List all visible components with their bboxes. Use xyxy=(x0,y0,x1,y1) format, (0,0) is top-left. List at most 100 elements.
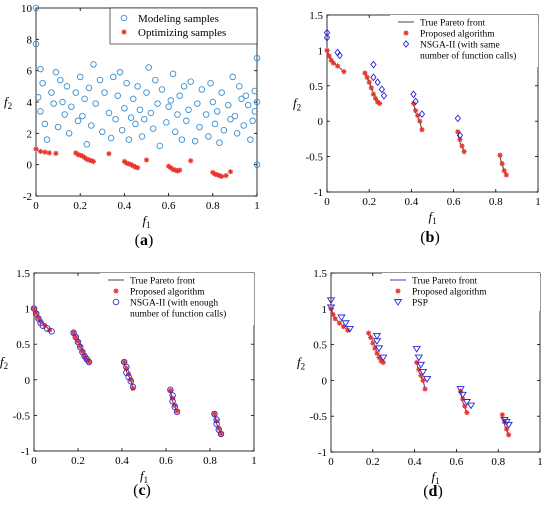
star-stroke xyxy=(210,170,216,175)
legend-box xyxy=(109,7,258,45)
panel-label: (b) xyxy=(420,229,440,246)
data-point-circle xyxy=(205,133,212,140)
data-point-triangle-down xyxy=(326,304,336,312)
data-point-star xyxy=(501,168,507,174)
star-stroke xyxy=(374,350,380,356)
data-point-star xyxy=(464,410,470,416)
star-stroke xyxy=(42,149,48,155)
y-axis-label-sub: 2 xyxy=(8,101,13,111)
data-point-diamond xyxy=(374,78,381,87)
legend-label: Proposed algorithm xyxy=(412,288,487,298)
star-stroke xyxy=(33,146,39,152)
data-point-triangle-down xyxy=(456,386,465,393)
panel-label-letter: b xyxy=(426,229,435,246)
data-point-circle xyxy=(149,125,157,132)
star-stroke xyxy=(75,152,81,157)
star-stroke xyxy=(218,431,224,437)
star-stroke xyxy=(403,30,409,36)
star-stroke xyxy=(506,432,511,438)
star-stroke xyxy=(413,108,418,113)
data-point-circle xyxy=(39,79,46,87)
data-point-circle xyxy=(143,89,150,96)
data-point-circle xyxy=(92,100,99,107)
panel-label-paren: ( xyxy=(135,232,140,249)
y-tick-label: -1 xyxy=(318,447,327,459)
data-point-star xyxy=(461,149,467,155)
data-point-circle xyxy=(169,397,176,405)
series-star xyxy=(31,306,224,437)
x-tick-label: 0.6 xyxy=(447,196,461,208)
data-point-star xyxy=(413,107,419,114)
star-stroke xyxy=(168,388,173,393)
y-tick-label: -0.5 xyxy=(310,411,328,423)
data-point-circle xyxy=(213,108,221,115)
data-point-triangle-down xyxy=(422,376,432,383)
data-point-diamond xyxy=(378,85,385,94)
series-line xyxy=(330,308,510,435)
data-point-circle xyxy=(90,61,97,68)
star-stroke xyxy=(335,63,340,69)
data-point-star xyxy=(499,161,505,167)
star-stroke xyxy=(33,310,39,316)
star-stroke xyxy=(135,165,140,171)
star-stroke xyxy=(497,152,503,158)
series-triangle-down xyxy=(326,297,513,429)
star-stroke xyxy=(366,79,372,85)
x-tick-label: 0 xyxy=(328,456,334,468)
y-tick-label: 1.5 xyxy=(309,10,323,22)
data-point-star xyxy=(366,330,372,336)
data-point-star xyxy=(506,432,512,438)
data-point-triangle-down xyxy=(337,314,346,322)
data-point-circle xyxy=(54,123,62,131)
y-tick-label: 1.5 xyxy=(16,268,30,280)
y-tick-label: 0 xyxy=(322,375,328,387)
data-point-star xyxy=(227,169,234,175)
star-stroke xyxy=(53,151,59,156)
legend-label: Optimizing samples xyxy=(138,27,226,39)
star-stroke xyxy=(88,158,94,164)
data-point-star xyxy=(380,359,386,366)
x-axis-label: f1 xyxy=(431,469,439,486)
x-axis-label-sub: 1 xyxy=(144,475,149,485)
star-stroke xyxy=(364,75,370,80)
pareto-segment xyxy=(501,416,510,435)
data-point-star xyxy=(503,172,509,178)
legend-label: True Pareto front xyxy=(130,276,195,287)
data-point-circle xyxy=(99,128,106,136)
data-point-diamond xyxy=(380,91,388,100)
data-point-star xyxy=(130,163,136,169)
star-stroke xyxy=(91,159,96,164)
star-stroke xyxy=(455,129,461,135)
legend-label: number of function calls) xyxy=(420,51,516,62)
panel-label-letter: d xyxy=(429,483,438,500)
data-point-circle xyxy=(169,70,177,78)
x-axis-label-sub: 1 xyxy=(146,220,151,230)
data-point-circle xyxy=(41,120,49,128)
legend-marker xyxy=(113,288,119,294)
data-point-triangle-down xyxy=(462,399,472,406)
panel-label-paren: ) xyxy=(437,483,442,500)
data-point-star xyxy=(33,146,39,152)
star-stroke xyxy=(77,153,83,158)
y-tick-label: 0.5 xyxy=(16,339,30,351)
panel-label-paren: ( xyxy=(133,482,138,499)
data-point-circle xyxy=(171,128,179,136)
star-stroke xyxy=(373,96,378,101)
data-point-circle xyxy=(242,92,250,99)
data-point-circle xyxy=(132,120,139,128)
data-point-circle xyxy=(87,122,95,129)
legend-marker xyxy=(393,299,403,306)
star-stroke xyxy=(377,101,383,106)
data-point-circle xyxy=(123,79,130,87)
y-tick-label: -0.5 xyxy=(13,410,31,422)
data-point-triangle-down xyxy=(458,391,467,399)
data-point-circle xyxy=(32,4,40,12)
star-stroke xyxy=(73,150,79,156)
star-stroke xyxy=(82,155,87,160)
data-point-circle xyxy=(48,89,55,96)
data-point-circle xyxy=(107,134,115,142)
data-point-circle xyxy=(191,137,199,145)
data-point-circle xyxy=(110,73,117,81)
star-stroke xyxy=(411,101,416,106)
data-point-circle xyxy=(50,100,57,107)
